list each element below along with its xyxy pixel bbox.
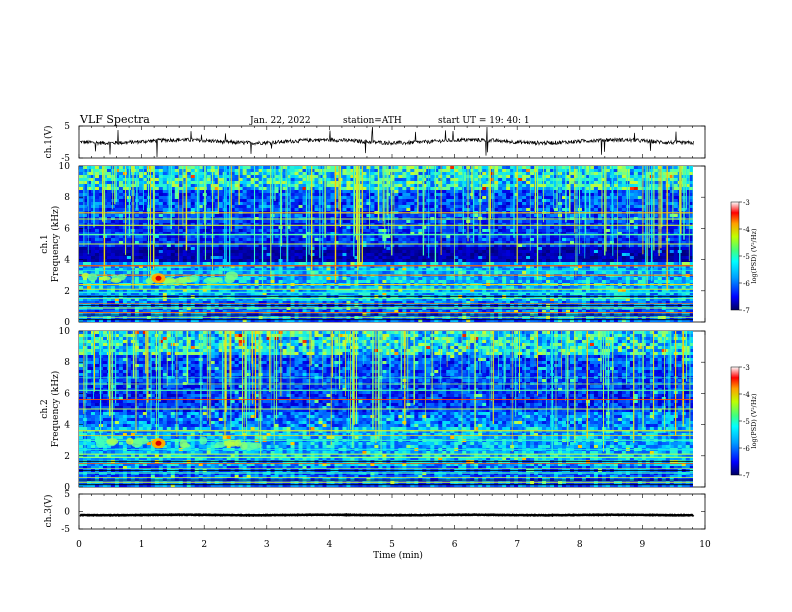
colorbar-label: log(PSD) (V²/Hz) xyxy=(750,393,758,448)
y-tick-label: -5 xyxy=(61,154,70,164)
colorbar-tick-label: -3 xyxy=(743,199,750,207)
y-tick-label: 6 xyxy=(64,224,70,234)
x-tick-label: 8 xyxy=(577,540,583,550)
colorbar-tick-label: -4 xyxy=(743,226,750,234)
ch1-spectrogram xyxy=(79,166,693,322)
y-tick-label: 4 xyxy=(64,421,70,431)
x-tick-label: 7 xyxy=(514,540,520,550)
ch1-spectrogram-ylabel: ch.1Frequency (kHz) xyxy=(40,206,61,283)
waveform-trace xyxy=(79,126,694,158)
y-tick-label: 0 xyxy=(64,508,70,518)
x-tick-label: 10 xyxy=(699,540,711,550)
ch1-waveform-panel: 5 -5 xyxy=(61,122,705,164)
ch2-colorbar: -3 -4 -5 -6 -7 log(PSD) (V²/Hz) xyxy=(730,364,758,480)
ch1-waveform-ylabel: ch.1(V) xyxy=(43,126,54,159)
y-tick-label: -5 xyxy=(61,525,70,535)
x-tick-label: 9 xyxy=(640,540,646,550)
colorbar-bar xyxy=(730,201,740,311)
colorbar-tick-label: -5 xyxy=(743,253,750,261)
x-tick-label: 4 xyxy=(327,540,333,550)
y-tick-label: 4 xyxy=(64,256,70,266)
y-tick-label: 6 xyxy=(64,389,70,399)
colorbar-tick-label: -6 xyxy=(743,280,750,288)
header-start-time: start UT = 19: 40: 1 xyxy=(438,116,530,126)
ch2-spectrogram-ylabel: ch.2Frequency (kHz) xyxy=(40,371,61,448)
colorbar-tick-label: -5 xyxy=(743,418,750,426)
x-tick-label: 2 xyxy=(201,540,207,550)
y-tick-label: 8 xyxy=(64,193,70,203)
x-tick-label: 0 xyxy=(76,540,82,550)
header-date: Jan. 22, 2022 xyxy=(249,116,311,126)
ch3-waveform-panel: 5 0 -5 xyxy=(61,490,705,535)
ch2-spectrogram xyxy=(79,331,693,487)
panel-frame-1 xyxy=(78,125,706,159)
panel-frame-4 xyxy=(78,493,706,530)
y-tick-label: 0 xyxy=(64,318,70,328)
y-tick-label: 5 xyxy=(64,490,70,500)
burst-core xyxy=(155,440,162,446)
burst-core xyxy=(155,275,162,281)
x-tick-label: 1 xyxy=(139,540,145,550)
y-tick-label: 10 xyxy=(59,162,71,172)
y-tick-label: 2 xyxy=(64,287,70,297)
colorbar-tick-label: -6 xyxy=(743,445,750,453)
x-tick-label: 6 xyxy=(452,540,458,550)
figure-title: VLF Spectra xyxy=(79,113,150,126)
colorbar-tick-label: -4 xyxy=(743,391,750,399)
header-station: station=ATH xyxy=(343,116,402,126)
colorbar-tick-label: -7 xyxy=(743,472,750,480)
y-tick-label: 0 xyxy=(64,483,70,493)
y-tick-label: 8 xyxy=(64,358,70,368)
colorbar-bar xyxy=(730,366,740,476)
y-tick-label: 2 xyxy=(64,452,70,462)
x-axis-label: Time (min) xyxy=(373,550,423,561)
colorbar-tick-label: -3 xyxy=(743,364,750,372)
ch1-colorbar: -3 -4 -5 -6 -7 log(PSD) (V²/Hz) xyxy=(730,199,758,315)
x-tick-label: 3 xyxy=(264,540,270,550)
x-tick-label: 5 xyxy=(389,540,395,550)
y-tick-label: 5 xyxy=(64,122,70,132)
waveform-trace xyxy=(79,512,695,518)
colorbar-label: log(PSD) (V²/Hz) xyxy=(750,228,758,283)
y-tick-label: 10 xyxy=(59,327,71,337)
colorbar-tick-label: -7 xyxy=(743,307,750,315)
ch3-waveform-ylabel: ch.3(V) xyxy=(43,495,54,528)
